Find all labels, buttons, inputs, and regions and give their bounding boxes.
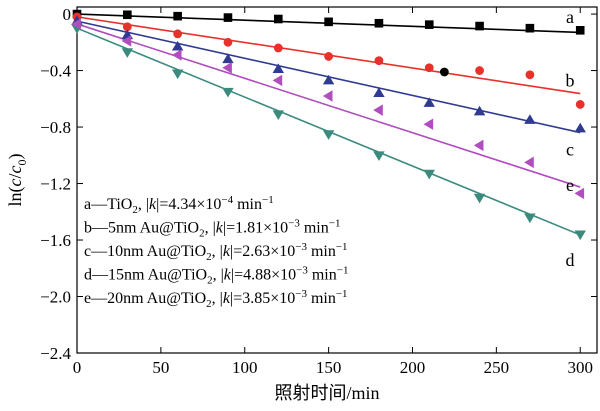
data-point-b (424, 63, 434, 73)
series-label-c: c (566, 140, 574, 160)
data-point-d (574, 230, 586, 241)
data-point-b (223, 37, 233, 47)
y-tick-label: −1.6 (40, 231, 71, 250)
data-point-e (373, 104, 383, 116)
y-tick-label: 0 (63, 5, 72, 24)
data-point-a (575, 26, 585, 35)
series-label-e: e (566, 175, 574, 195)
data-point-a (223, 13, 233, 22)
data-point-c (373, 87, 385, 98)
data-point-d (423, 169, 435, 180)
y-tick-label: −2.4 (40, 344, 71, 363)
data-point-d (373, 151, 385, 162)
data-point-c (322, 74, 335, 85)
data-point-a (525, 23, 535, 33)
y-tick-label: −2.0 (40, 288, 71, 307)
data-point-e (322, 90, 333, 102)
data-point-b (525, 70, 535, 80)
y-tick-label: −0.8 (40, 118, 71, 137)
x-tick-label: 250 (484, 358, 510, 377)
data-point-extra (439, 67, 449, 77)
legend-entry-b: b—5nm Au@TiO2, |k|=1.81×10−3 min−1 (84, 218, 340, 240)
data-point-a (475, 21, 484, 31)
x-tick-label: 300 (567, 358, 593, 377)
data-point-a (273, 14, 283, 24)
data-point-d (322, 130, 335, 140)
data-point-c (423, 97, 435, 107)
data-point-b (324, 52, 334, 61)
data-point-e (473, 139, 484, 152)
series-label-b: b (566, 70, 575, 90)
x-tick-label: 200 (400, 358, 426, 377)
legend-entry-d: d—15nm Au@TiO2, |k|=4.88×10−3 min−1 (84, 265, 348, 287)
data-point-d (121, 48, 134, 58)
data-point-d (272, 110, 285, 121)
data-point-c (171, 40, 184, 51)
data-point-b (475, 66, 484, 75)
data-point-a (173, 11, 182, 21)
data-point-e (272, 74, 283, 87)
data-point-a (374, 18, 384, 28)
data-point-b (374, 56, 384, 66)
data-point-b (122, 22, 132, 32)
data-point-b (173, 29, 183, 39)
data-point-e (524, 156, 534, 169)
data-point-a (123, 10, 132, 20)
data-point-b (575, 100, 585, 109)
data-point-e (574, 187, 585, 200)
data-point-e (171, 49, 182, 61)
data-point-e (71, 18, 81, 30)
data-point-d (171, 69, 184, 80)
data-point-e (121, 35, 132, 47)
y-tick-label: −0.4 (40, 62, 71, 81)
x-tick-label: 150 (316, 358, 342, 377)
legend-entry-e: e—20nm Au@TiO2, |k|=3.85×10−3 min−1 (84, 288, 348, 310)
data-point-c (524, 114, 536, 124)
series-label-a: a (566, 7, 574, 27)
data-point-d (473, 193, 486, 204)
x-axis-title: 照射时间/min (274, 383, 379, 403)
data-point-a (324, 17, 333, 27)
data-point-b (273, 43, 283, 53)
legend-entry-a: a—TiO2, |k|=4.34×10−4 min−1 (84, 194, 274, 216)
x-tick-label: 0 (73, 358, 82, 377)
fit-line-e (76, 23, 581, 188)
data-point-c (222, 53, 234, 64)
x-tick-label: 50 (152, 358, 169, 377)
legend-entry-c: c—10nm Au@TiO2, |k|=2.63×10−3 min−1 (84, 241, 348, 263)
data-point-d (524, 213, 536, 224)
data-point-c (473, 105, 486, 116)
series-label-d: d (566, 250, 575, 270)
data-point-c (574, 122, 586, 133)
data-point-d (222, 87, 234, 98)
x-tick-label: 100 (232, 358, 258, 377)
data-point-e (423, 118, 434, 130)
data-point-a (424, 20, 434, 29)
y-tick-label: −1.2 (40, 175, 71, 194)
data-point-c (272, 63, 285, 74)
plot-frame (76, 6, 598, 354)
y-axis-title: ln(c/c0) (5, 153, 29, 206)
data-point-e (222, 62, 232, 74)
